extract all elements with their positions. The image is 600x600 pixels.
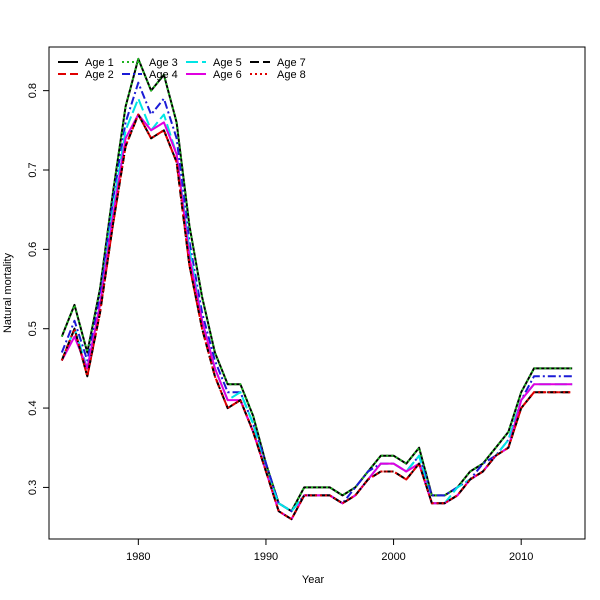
- legend-label-age-8: Age 8: [277, 69, 306, 81]
- x-tick-label: 2000: [381, 551, 405, 563]
- y-tick-label: 0.8: [27, 83, 39, 98]
- plot-series: [60, 57, 573, 521]
- plot-frame: [48, 46, 586, 540]
- y-axis: 0.3 0.4 0.5 0.6 0.7 0.8: [27, 83, 49, 495]
- y-tick-label: 0.4: [27, 400, 39, 415]
- legend-label-age-2: Age 2: [85, 69, 114, 81]
- y-tick-label: 0.5: [27, 321, 39, 336]
- legend-label-age-6: Age 6: [213, 69, 242, 81]
- legend-label-age-4: Age 4: [149, 69, 178, 81]
- x-tick-label: 1990: [254, 551, 278, 563]
- x-tick-label: 1980: [126, 551, 150, 563]
- legend-label-age-3: Age 3: [149, 57, 178, 69]
- x-tick-label: 2010: [509, 551, 533, 563]
- series-line-age-8: [60, 113, 573, 521]
- y-tick-label: 0.6: [27, 242, 39, 257]
- y-tick-label: 0.7: [27, 162, 39, 177]
- legend-label-age-7: Age 7: [277, 57, 306, 69]
- legend-label-age-5: Age 5: [213, 57, 242, 69]
- x-axis-title: Year: [302, 574, 325, 586]
- legend-label-age-1: Age 1: [85, 57, 114, 69]
- y-tick-label: 0.3: [27, 480, 39, 495]
- y-axis-title: Natural mortality: [2, 252, 14, 333]
- x-axis: 1980 1990 2000 2010: [126, 539, 533, 563]
- series-line-age-3: [60, 57, 573, 513]
